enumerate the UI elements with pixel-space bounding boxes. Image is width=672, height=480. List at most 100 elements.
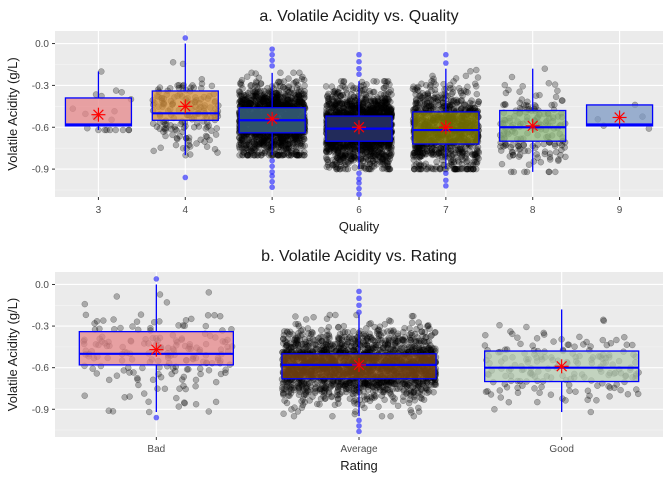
data-point xyxy=(195,123,203,130)
data-point xyxy=(206,136,213,144)
data-point xyxy=(384,108,391,115)
data-point xyxy=(169,59,177,66)
data-point xyxy=(259,140,266,148)
data-point xyxy=(153,123,161,130)
data-point xyxy=(297,92,305,99)
data-point xyxy=(300,91,308,99)
data-point xyxy=(205,408,213,415)
data-point xyxy=(177,120,184,128)
data-point xyxy=(261,137,268,144)
data-point xyxy=(428,150,435,158)
data-point xyxy=(387,87,395,94)
data-point xyxy=(551,81,559,88)
data-point xyxy=(253,139,261,146)
data-point xyxy=(509,151,517,159)
data-point xyxy=(341,83,349,91)
data-point xyxy=(465,104,472,112)
data-point xyxy=(323,155,331,163)
data-point xyxy=(238,101,245,108)
data-point xyxy=(276,151,284,159)
outlier-point xyxy=(269,157,275,164)
data-point xyxy=(260,92,267,99)
data-point xyxy=(274,98,281,106)
data-point xyxy=(278,141,286,148)
data-point xyxy=(436,164,444,172)
data-point xyxy=(255,74,263,82)
data-point xyxy=(176,385,183,392)
data-point xyxy=(295,92,302,99)
data-point xyxy=(236,80,244,87)
data-point xyxy=(267,133,274,140)
data-point xyxy=(455,85,463,92)
data-point xyxy=(243,95,251,103)
data-point xyxy=(280,78,288,85)
data-point xyxy=(464,83,471,91)
data-point xyxy=(119,126,127,134)
data-point xyxy=(196,365,204,372)
data-point xyxy=(252,93,260,100)
data-point xyxy=(162,126,169,134)
data-point xyxy=(541,65,549,72)
x-tick-label: 7 xyxy=(443,205,449,216)
data-point xyxy=(261,147,269,155)
outlier-point xyxy=(356,170,362,177)
data-point xyxy=(294,151,301,159)
x-tick-label: 9 xyxy=(617,205,623,216)
data-point xyxy=(441,151,448,158)
x-tick-label: 8 xyxy=(530,205,536,216)
data-point xyxy=(124,364,132,372)
data-point xyxy=(265,151,273,159)
data-point xyxy=(361,95,369,103)
data-point xyxy=(275,151,282,159)
data-point xyxy=(93,370,101,377)
data-point xyxy=(282,134,290,141)
data-point xyxy=(369,104,376,112)
data-point xyxy=(211,145,219,153)
data-point xyxy=(263,95,270,102)
data-point xyxy=(213,125,221,132)
data-point xyxy=(280,84,287,91)
data-point xyxy=(419,90,426,97)
data-point xyxy=(502,89,510,97)
data-point xyxy=(344,165,352,173)
data-point xyxy=(299,98,306,106)
data-point xyxy=(561,144,568,151)
data-point xyxy=(280,98,287,106)
data-point xyxy=(252,145,260,152)
data-point xyxy=(281,90,288,98)
data-point xyxy=(156,125,163,133)
data-point xyxy=(536,91,543,99)
data-point xyxy=(553,148,560,156)
data-point xyxy=(260,141,268,149)
data-point xyxy=(521,168,528,176)
data-point xyxy=(162,124,169,132)
data-point xyxy=(81,300,89,308)
data-point xyxy=(180,399,188,406)
data-point xyxy=(185,141,193,149)
data-point xyxy=(296,151,303,159)
data-point xyxy=(261,95,268,102)
data-point xyxy=(279,142,286,150)
data-point xyxy=(559,97,566,104)
data-point xyxy=(501,100,509,108)
data-point xyxy=(525,147,532,155)
data-point xyxy=(113,372,121,379)
data-point xyxy=(202,132,210,140)
data-point xyxy=(430,103,437,111)
data-point xyxy=(129,323,136,330)
data-point xyxy=(295,99,302,106)
outlier-point xyxy=(443,177,449,184)
data-point xyxy=(299,73,306,81)
data-point xyxy=(370,88,377,96)
data-point xyxy=(380,77,388,85)
data-point xyxy=(145,398,152,406)
data-point xyxy=(452,75,460,82)
data-point xyxy=(258,92,266,99)
data-point xyxy=(112,126,119,134)
data-point xyxy=(238,137,245,144)
data-point xyxy=(101,126,109,134)
outlier-point xyxy=(443,183,449,189)
data-point xyxy=(247,82,254,89)
data-point xyxy=(134,376,141,383)
data-point xyxy=(469,165,477,173)
